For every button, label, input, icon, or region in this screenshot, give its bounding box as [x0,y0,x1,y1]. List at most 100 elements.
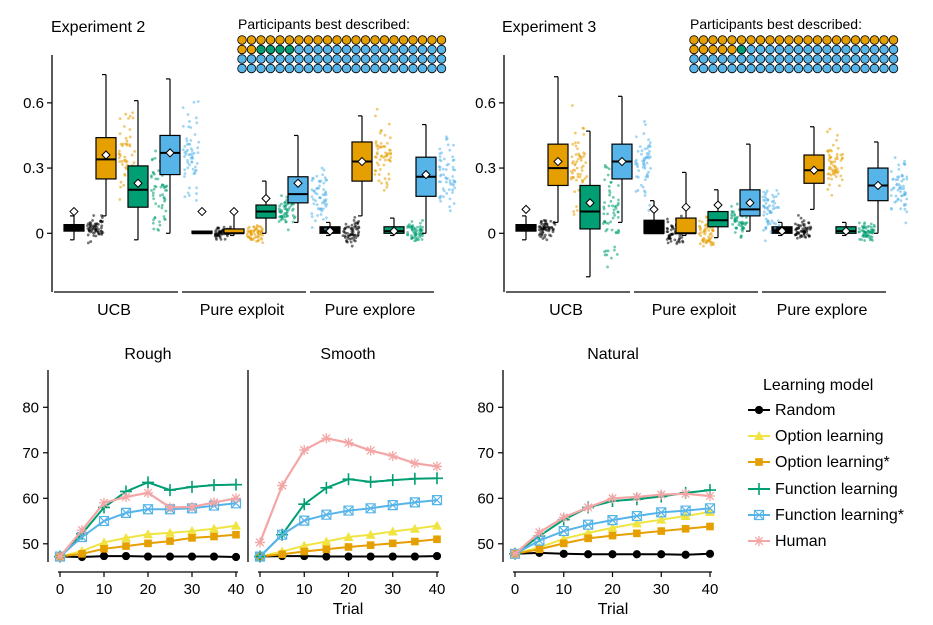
mean-diamond [325,226,335,236]
jitter-point [440,151,444,155]
legend-marker [753,483,765,495]
series-marker [365,503,376,514]
jitter-point [356,221,360,225]
jitter-point [183,175,186,178]
jitter-point [571,142,575,146]
jitter-point [128,144,132,148]
mean-diamond [873,180,883,191]
jitter-point [827,167,831,171]
series-marker [321,509,332,520]
jitter-point [388,148,392,152]
jitter-point [669,239,673,243]
jitter-point [551,230,555,234]
jitter-point [375,161,379,165]
jitter-point [711,228,715,231]
jitter-point [582,154,586,158]
jitter-point [826,130,829,134]
jitter-point [318,196,322,200]
jitter-point [195,162,199,165]
jitter-point [186,166,190,170]
jitter-point [643,194,647,197]
jitter-point [870,235,874,239]
jitter-point [311,177,315,180]
series-marker [100,545,108,553]
jitter-point [550,226,554,230]
y-tick-label: 80 [477,399,494,416]
jitter-point [795,230,799,234]
jitter-point [707,238,711,242]
jitter-point [214,236,218,240]
series-marker [366,541,375,549]
participant-dot [879,63,889,74]
participant-dot [879,54,889,64]
jitter-point [807,234,811,237]
jitter-point [740,225,744,229]
participant-dot [256,35,266,45]
jitter-point [647,152,651,156]
series-marker [344,543,353,551]
jitter-point [763,193,767,197]
participant-dot [351,35,361,45]
jitter-point [380,154,384,158]
participant-dot [256,63,266,74]
jitter-point [323,176,327,180]
participant-dot [389,63,399,74]
jitter-point [740,228,744,231]
jitter-point [185,139,189,143]
series-marker [534,527,545,538]
jitter-point [797,224,801,227]
jitter-point [835,138,838,142]
jitter-point [341,234,345,238]
jitter-point [259,230,263,234]
x-tick-label: 40 [429,581,446,598]
jitter-point [647,170,651,174]
jitter-point [349,240,353,244]
participant-dot [831,63,842,74]
participant-dot [888,35,899,45]
participant-dot [246,63,257,74]
jitter-point [826,187,830,191]
jitter-point [191,167,195,171]
jitter-point [260,227,264,231]
jitter-point [648,155,652,159]
participant-dot [313,35,323,45]
jitter-point [575,208,579,212]
mean-diamond [553,156,563,167]
series-marker [431,495,443,506]
jitter-point [410,225,414,229]
series-marker [411,537,419,546]
jitter-point [571,104,574,107]
jitter-point [616,210,620,214]
jitter-point [157,169,161,173]
jitter-point [189,156,193,160]
jitter-point [118,117,122,121]
jitter-point [117,149,121,153]
jitter-point [149,174,153,178]
series-marker [388,552,397,561]
jitter-point [188,163,191,167]
jitter-point [862,225,866,229]
participant-dot [793,54,804,64]
series-marker [254,551,266,562]
series-marker [607,522,618,532]
jitter-point [280,217,284,221]
participant-dot [755,54,766,64]
jitter-point [609,256,613,260]
series-marker [559,539,568,548]
x-tick-label: 40 [702,581,719,598]
series-marker [320,481,333,494]
series-marker [255,537,265,548]
jitter-point [863,239,867,242]
jitter-point [704,223,708,226]
series-marker [704,503,716,514]
jitter-point [350,223,354,227]
participant-dot [427,35,437,45]
series-marker [78,550,86,558]
jitter-point [195,121,199,125]
jitter-point [573,190,577,194]
jitter-point [607,204,611,208]
jitter-point [712,241,715,245]
jitter-point [186,161,190,165]
jitter-point [253,236,257,240]
y-tick-label: 70 [477,445,494,462]
